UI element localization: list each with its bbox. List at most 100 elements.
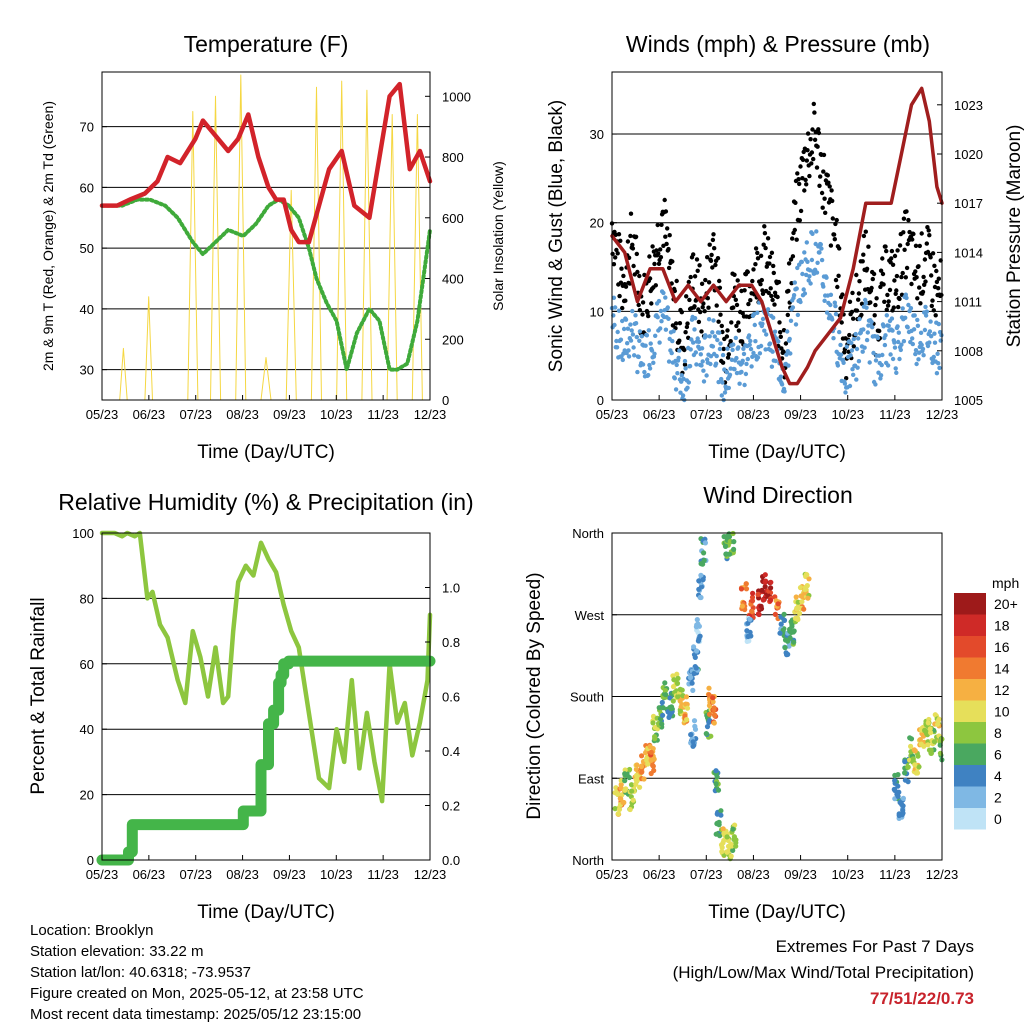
gust-point [812, 110, 817, 115]
wind-point [867, 360, 872, 365]
gust-point [711, 232, 716, 237]
temperature-xlabel: Time (Day/UTC) [197, 442, 335, 463]
gust-point [625, 239, 631, 244]
direction-point [710, 695, 716, 701]
gust-point [913, 269, 918, 274]
wind-point [665, 305, 670, 310]
wind-point [734, 370, 740, 376]
wind-point [639, 334, 644, 339]
gust-point [861, 233, 867, 239]
wind-point [890, 328, 895, 333]
wind-point [878, 373, 884, 378]
gust-point [618, 238, 623, 243]
gust-point [760, 288, 765, 293]
direction-point [637, 784, 643, 790]
wind-point [901, 339, 907, 344]
direction-point [675, 675, 681, 682]
gust-point [721, 346, 726, 352]
gust-point [767, 261, 772, 266]
gust-point [903, 275, 908, 280]
wind-point [611, 295, 617, 300]
wind-point [854, 377, 859, 382]
wind-point [854, 346, 860, 352]
wind-point [733, 335, 738, 341]
gust-point [901, 216, 907, 221]
direction-point [934, 721, 941, 727]
gust-point [818, 174, 823, 179]
wind-point [808, 281, 813, 286]
wind-point [835, 363, 841, 368]
wind-point [717, 330, 722, 335]
gust-point [894, 273, 900, 279]
wind-point [936, 321, 941, 327]
wind-point [629, 328, 634, 333]
gust-point [857, 279, 862, 284]
temperature-xtick-label: 08/23 [226, 407, 259, 422]
gust-point [762, 224, 767, 229]
direction-point [645, 761, 651, 767]
gust-point [708, 258, 714, 263]
direction-point [902, 770, 908, 776]
gust-point [909, 281, 914, 287]
gust-point [736, 320, 741, 325]
wind-point [890, 356, 896, 362]
gust-point [712, 246, 717, 251]
wind-point [712, 334, 717, 339]
winds-ytick-label: 20 [590, 216, 604, 231]
gust-point [816, 130, 822, 136]
gust-point [674, 278, 679, 284]
gust-point [694, 257, 700, 262]
direction-point [690, 739, 696, 745]
wind-point [710, 330, 715, 335]
direction-point [683, 701, 689, 707]
direction-point [731, 546, 737, 553]
wind-point [713, 361, 719, 366]
gust-point [798, 164, 803, 169]
wind-point [765, 307, 771, 312]
gust-point [640, 300, 646, 305]
gust-point [637, 308, 643, 313]
humidity-xtick-label: 08/23 [226, 867, 259, 882]
wind-point [687, 363, 693, 369]
temperature-xtick-label: 09/23 [273, 407, 306, 422]
wind-point [688, 347, 693, 352]
gust-point [735, 278, 740, 283]
gust-point [617, 293, 622, 299]
wind-point [699, 363, 704, 368]
gust-point [881, 282, 886, 287]
direction-point [762, 584, 768, 590]
gust-point [691, 252, 696, 257]
wind-point [787, 336, 792, 342]
wind-point [680, 393, 686, 398]
wind-point [674, 362, 679, 368]
direction-point [730, 826, 736, 832]
direction-point [804, 583, 810, 589]
dewpoint-line [100, 197, 432, 372]
direction-point [615, 791, 621, 797]
wind-point [772, 329, 778, 334]
wind-point [749, 364, 754, 369]
wind-point [663, 327, 669, 332]
wind-point [894, 370, 899, 375]
gust-point [854, 272, 859, 278]
wind-point [648, 341, 653, 346]
temperature-title: Temperature (F) [184, 31, 349, 57]
humidity-ytick-label: 0 [87, 853, 94, 868]
gust-point [751, 267, 756, 272]
temperature-xtick-label: 10/23 [320, 407, 353, 422]
direction-point [652, 724, 658, 731]
gust-point [759, 277, 764, 283]
wind-point [764, 332, 769, 337]
wind-point [929, 334, 934, 339]
wind-point [699, 346, 705, 351]
wind-point [646, 328, 651, 333]
gust-point [616, 232, 622, 237]
gust-point [921, 274, 926, 280]
wind-point [776, 339, 781, 344]
winds-y2tick-label: 1023 [954, 98, 983, 113]
gust-point [769, 293, 774, 299]
wind-point [832, 300, 837, 305]
wind-point [658, 326, 663, 331]
wind-point [646, 372, 651, 378]
direction-point [639, 753, 645, 759]
